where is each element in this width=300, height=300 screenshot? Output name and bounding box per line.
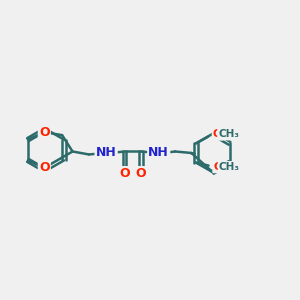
Text: NH: NH [148,146,169,159]
Text: NH: NH [96,146,116,160]
Text: O: O [119,167,130,180]
Text: O: O [213,129,222,140]
Text: O: O [39,126,50,139]
Text: CH₃: CH₃ [218,129,239,140]
Text: O: O [213,162,223,172]
Text: O: O [136,167,146,180]
Text: CH₃: CH₃ [219,162,240,172]
Text: O: O [39,161,50,174]
